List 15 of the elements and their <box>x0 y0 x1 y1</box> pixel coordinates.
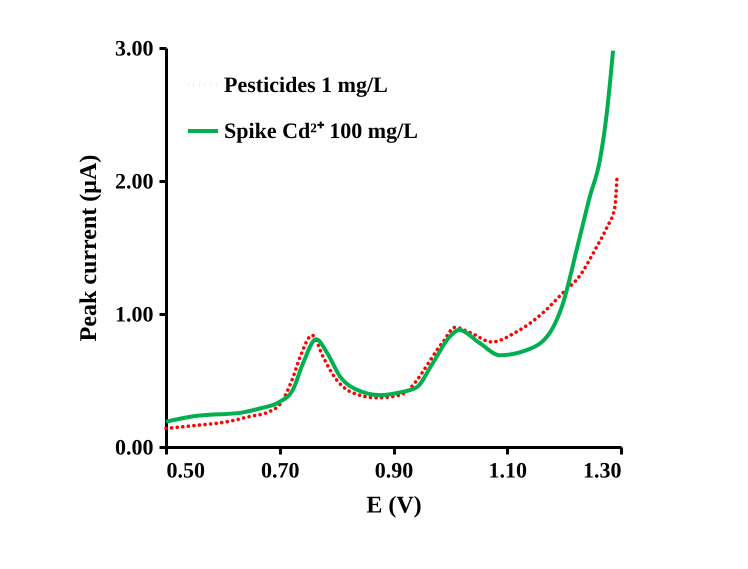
x-tick-label: 1.10 <box>488 458 527 482</box>
x-tick-label: 0.50 <box>166 458 205 482</box>
legend-label: Pesticides 1 mg/L <box>224 72 388 97</box>
x-tick-label: 1.30 <box>583 458 622 482</box>
x-axis-title: E (V) <box>366 492 422 518</box>
y-tick-label: 1.00 <box>115 302 154 326</box>
y-axis-title: Peak current (µA) <box>76 154 102 342</box>
legend-label: Spike Cd²⁺ 100 mg/L <box>224 118 418 143</box>
y-tick-label: 3.00 <box>115 36 154 60</box>
y-tick-label: 2.00 <box>115 168 154 194</box>
y-tick-label: 0.00 <box>115 434 154 460</box>
line-series <box>164 48 616 424</box>
line-series <box>164 175 619 430</box>
x-tick-label: 0.90 <box>374 458 414 482</box>
x-tick-label: 0.70 <box>261 458 300 482</box>
